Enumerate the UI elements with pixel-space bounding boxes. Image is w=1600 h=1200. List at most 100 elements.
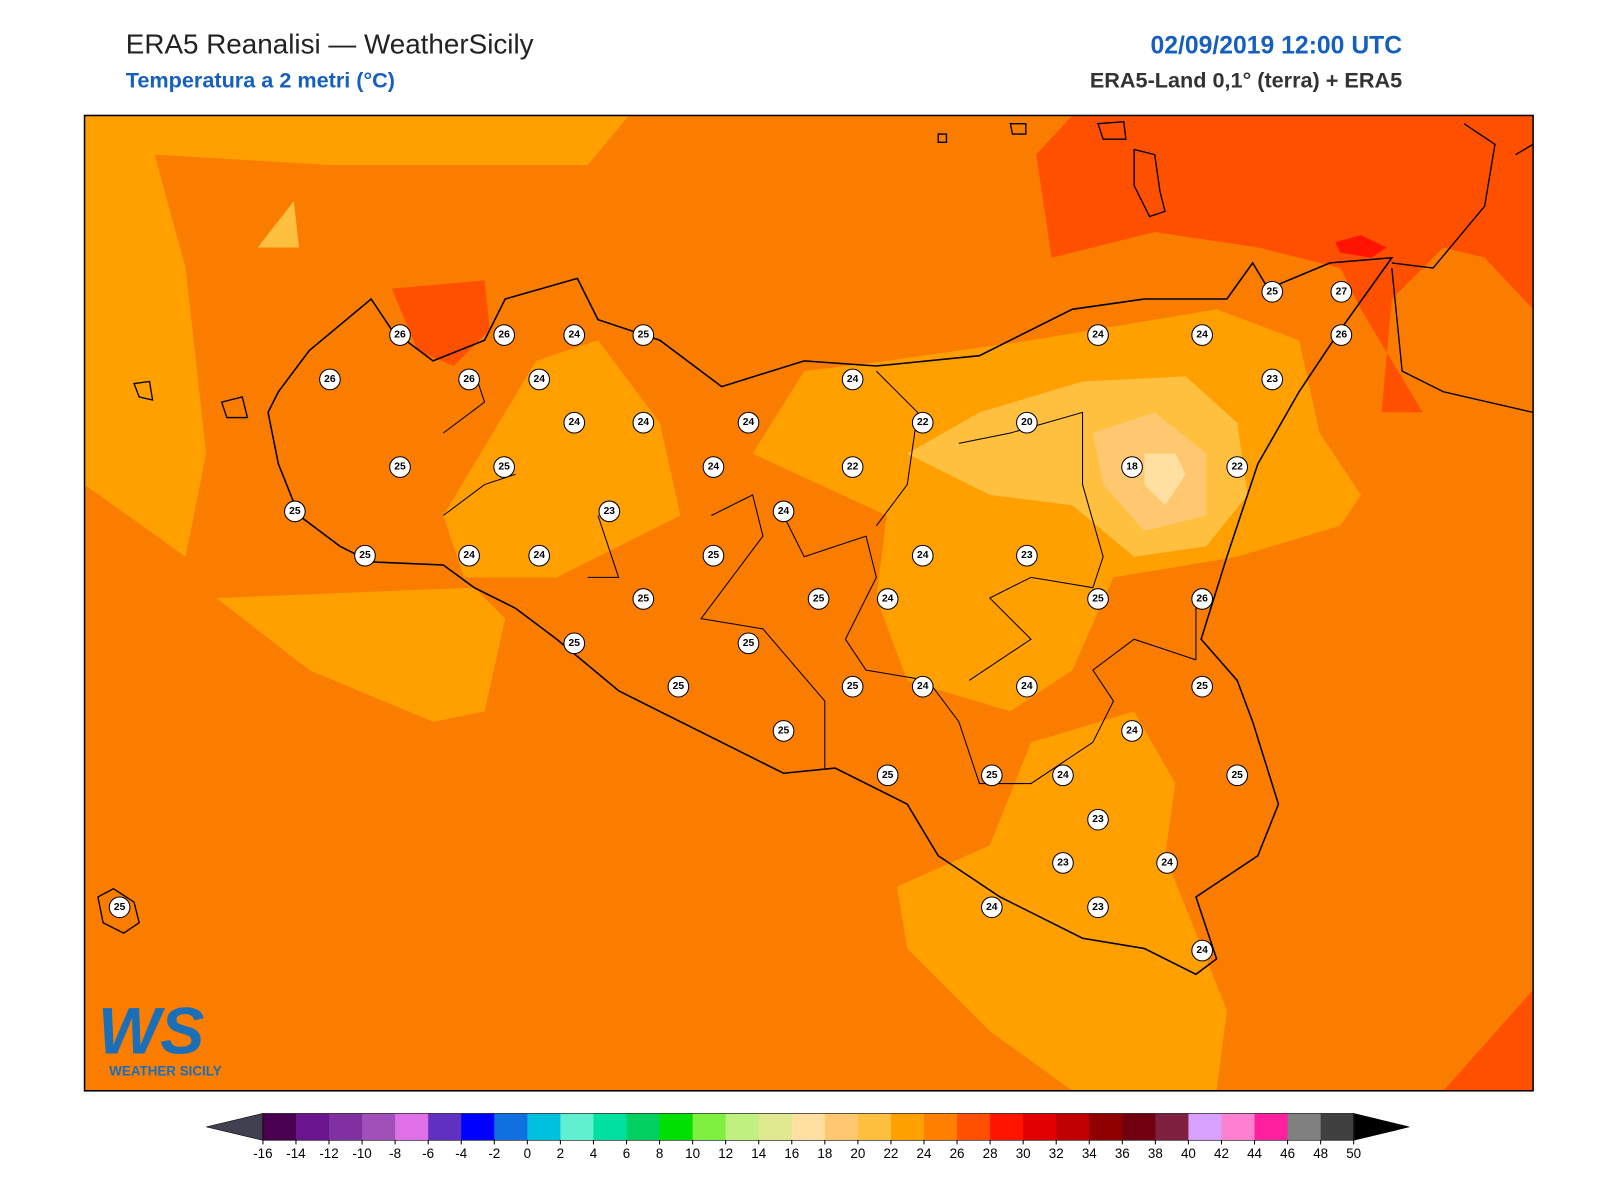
colorbar-tick-label: -4 [455,1146,467,1161]
station-value: 25 [569,638,581,649]
colorbar-tick-label: -8 [389,1146,401,1161]
station-value: 24 [533,550,545,561]
station-marker [807,588,830,610]
station-marker [737,411,760,434]
station-marker [1191,588,1213,610]
station-value: 24 [743,417,755,428]
colorbar-tick-label: 32 [1049,1146,1064,1161]
station-value: 25 [813,594,825,605]
station-value: 25 [1267,286,1279,297]
colorbar-segment [923,1113,958,1141]
field-26 [1391,278,1465,377]
station-value: 24 [1161,857,1173,868]
station-marker [284,500,306,523]
stations: 25 27 26 26 24 25 24 24 26 26 26 24 24 23 24 24 24 22 20 25… [108,280,1353,962]
colorbar-segment [824,1113,859,1141]
colorbar-segment [1089,1113,1123,1141]
colorbar-tick-label: 50 [1346,1146,1361,1161]
station-value: 23 [1092,814,1104,825]
field-24 [216,587,506,722]
station-marker [702,544,725,567]
colorbar-tick-label: 0 [524,1146,531,1161]
colorbar-tick-label: 26 [950,1146,965,1161]
station-value: 25 [289,506,301,517]
station-marker [563,411,586,434]
station-marker [1087,324,1109,346]
title: ERA5 Reanalisi — WeatherSicily [126,29,534,60]
colorbar-tick-label: 30 [1016,1146,1031,1161]
station-marker [1121,456,1143,478]
station-marker [389,456,411,478]
station-marker [1191,939,1213,962]
station-value: 26 [394,330,406,341]
station-marker [1156,852,1178,874]
station-marker [458,544,480,567]
colorbar-tick-label: -6 [422,1146,434,1161]
station-value: 23 [1267,374,1279,385]
station-marker [1087,896,1109,919]
station-marker [1016,411,1038,434]
colorbar: -16 -14 -12 -10 -8 -6 -4 -2 0 2 4 6 8 10 12 14 16 18 20 22 2… [206,1113,1410,1161]
station-value: 24 [847,374,859,385]
station-value: 24 [986,902,998,913]
station-value: 18 [1126,462,1138,473]
colorbar-segment [1320,1113,1355,1141]
colorbar-over [1353,1113,1410,1141]
colorbar-segment [1188,1113,1223,1141]
station-marker [1261,368,1284,391]
station-marker [632,411,655,434]
station-marker [319,368,341,391]
colorbar-tick-label: 48 [1313,1146,1328,1161]
station-value: 24 [533,374,545,385]
station-value: 25 [986,770,998,781]
subtitle: Temperatura a 2 metri (°C) [126,68,395,93]
map-frame [83,114,1534,1092]
station-marker [911,675,934,698]
station-value: 26 [1196,594,1208,605]
colorbar-tick-label: -16 [253,1146,272,1161]
colorbar-tick-label: 10 [685,1146,700,1161]
station-marker [389,324,411,346]
station-marker [1226,764,1249,787]
station-value: 25 [498,462,510,473]
map [84,115,1534,1091]
colorbar-tick-label: 36 [1115,1146,1130,1161]
station-marker [1016,544,1038,567]
colorbar-segment [428,1113,462,1141]
station-marker [1226,456,1249,478]
station-value: 24 [1196,330,1208,341]
colorbar-segment [990,1113,1024,1141]
station-value: 25 [1231,770,1243,781]
colorbar-segment [395,1113,429,1141]
province-borders [443,370,1197,785]
station-marker [598,500,621,523]
station-marker [772,500,795,523]
station-value: 24 [778,506,790,517]
colorbar-segment [725,1113,760,1141]
colorbar-tick-label: -10 [352,1146,371,1161]
station-value: 23 [1021,550,1033,561]
station-value: 20 [1021,417,1033,428]
colorbar-tick-label: -12 [319,1146,338,1161]
station-marker [737,632,760,655]
station-marker [772,720,795,742]
station-marker [841,368,864,391]
colorbar-tick-label: 40 [1181,1146,1196,1161]
station-value: 24 [1092,330,1104,341]
colorbar-tick-label: -14 [286,1146,306,1161]
colorbar-tick-label: 46 [1280,1146,1295,1161]
colorbar-segment [1155,1113,1189,1141]
station-marker [911,544,934,567]
colorbar-segment [692,1113,727,1141]
station-marker [1016,675,1038,698]
colorbar-segment [791,1113,826,1141]
station-marker [108,896,131,919]
colorbar-segment [626,1113,661,1141]
station-value: 24 [1196,945,1208,956]
colorbar-segment [1221,1113,1256,1141]
station-value: 24 [1126,725,1138,736]
station-value: 25 [638,330,650,341]
field-24 [896,711,1227,1091]
calabria-coast [1391,123,1534,414]
